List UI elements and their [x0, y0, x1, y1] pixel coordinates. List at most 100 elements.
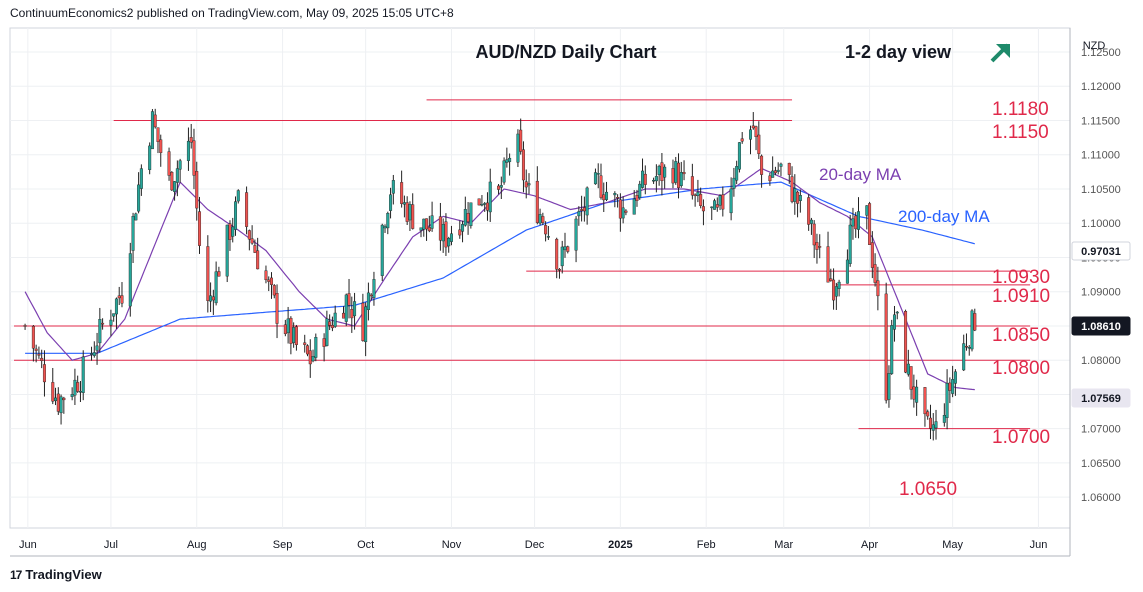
candle-body [195, 171, 199, 209]
candle-body [400, 182, 404, 204]
candle-body [652, 179, 656, 182]
candle-body [234, 201, 238, 230]
candle-body [178, 160, 182, 170]
price-axis: 1.12500 1.12000 1.11500 1.11000 1.10500 1.100… [1069, 28, 1121, 556]
candle-body [848, 224, 852, 264]
candle-body [231, 226, 235, 237]
candle-body [915, 386, 919, 403]
candle-body [330, 325, 334, 329]
ma20-line [24, 167, 975, 391]
candle-body [427, 227, 431, 232]
candle-body [461, 224, 465, 232]
candle-body [40, 357, 44, 361]
candle-body [114, 298, 118, 315]
candle-body [876, 280, 880, 297]
candle-body [964, 345, 968, 348]
ma20-price-tag: 1.07569 [1071, 388, 1131, 408]
candle-body [895, 311, 899, 314]
candle-body [962, 343, 966, 371]
price-tag-label: 1.07569 [1081, 393, 1121, 405]
candle-body [641, 170, 645, 188]
candle-body [663, 166, 667, 178]
level-label: 1.0910 [992, 286, 1050, 307]
candle-body [643, 173, 647, 185]
candle-body [582, 207, 586, 212]
candle-body [366, 292, 370, 310]
candle-body [148, 145, 152, 170]
candle-body [131, 216, 135, 251]
candle-body [294, 326, 298, 345]
candle-body [790, 176, 794, 202]
candle-body [967, 347, 971, 349]
candle-body [654, 176, 658, 182]
view-label: 1-2 day view [845, 42, 952, 62]
candle-body [890, 325, 894, 374]
candle-body [42, 364, 46, 383]
candle-body [186, 140, 190, 161]
candle-body [693, 194, 697, 197]
candle-body [217, 271, 221, 277]
x-tick-label: Jun [1030, 539, 1048, 551]
candle-body [829, 278, 833, 281]
price-tag-box [1071, 241, 1131, 261]
candle-body [696, 192, 700, 196]
candle-body [173, 181, 177, 192]
candle-body [865, 205, 869, 216]
candle-body [618, 199, 622, 219]
candle-body [150, 111, 154, 150]
candle-body [497, 185, 501, 190]
candle-body [934, 421, 938, 429]
x-tick-label: Aug [187, 539, 207, 551]
candle-body [605, 191, 609, 200]
candle-body [170, 172, 174, 191]
tradingview-logo-icon: 17 [10, 567, 22, 582]
candle-body [112, 313, 116, 317]
candle-body [128, 253, 132, 307]
candle-body [751, 125, 755, 129]
candle-body [508, 157, 512, 162]
candle-body [942, 415, 946, 423]
candle-body [599, 175, 603, 198]
candle-body [674, 161, 678, 183]
candle-body [438, 216, 442, 241]
candle-body [735, 166, 739, 181]
candle-body [593, 172, 597, 185]
candle-body [749, 129, 753, 140]
candle-body [815, 242, 819, 250]
y-tick-label: 1.12000 [1081, 81, 1121, 93]
x-tick-label: Jun [19, 539, 37, 551]
candle-body [812, 223, 816, 246]
candle-body [159, 139, 163, 153]
level-label: 1.0930 [992, 267, 1050, 288]
candle-body [419, 227, 423, 231]
candle-body [350, 309, 354, 319]
publisher-attribution: ContinuumEconomics2 published on Trading… [10, 6, 454, 20]
candle-body [535, 180, 539, 223]
level-label: 1.0800 [992, 358, 1050, 379]
candle-body [139, 168, 143, 189]
candle-body [311, 356, 315, 362]
x-tick-label: Dec [525, 539, 545, 551]
candle-body [236, 190, 240, 202]
candle-body [314, 337, 318, 358]
candle-body [347, 293, 351, 306]
candle-body [973, 313, 977, 331]
candle-body [516, 133, 520, 163]
candle-body [713, 200, 717, 210]
candle-body [198, 211, 202, 246]
y-tick-label: 1.08000 [1081, 355, 1121, 367]
candle-body [369, 294, 373, 297]
candle-body [101, 322, 105, 325]
candle-body [430, 215, 434, 229]
level-label: 1.0700 [992, 427, 1050, 448]
candle-body [469, 202, 473, 227]
candle-body [721, 194, 725, 210]
candle-body [519, 129, 523, 152]
candle-body [718, 195, 722, 206]
candle-body [225, 224, 229, 277]
candle-body [117, 295, 121, 299]
tradingview-brand[interactable]: 17 TradingView [10, 567, 102, 582]
candle-body [411, 204, 415, 229]
candle-body [286, 318, 290, 334]
